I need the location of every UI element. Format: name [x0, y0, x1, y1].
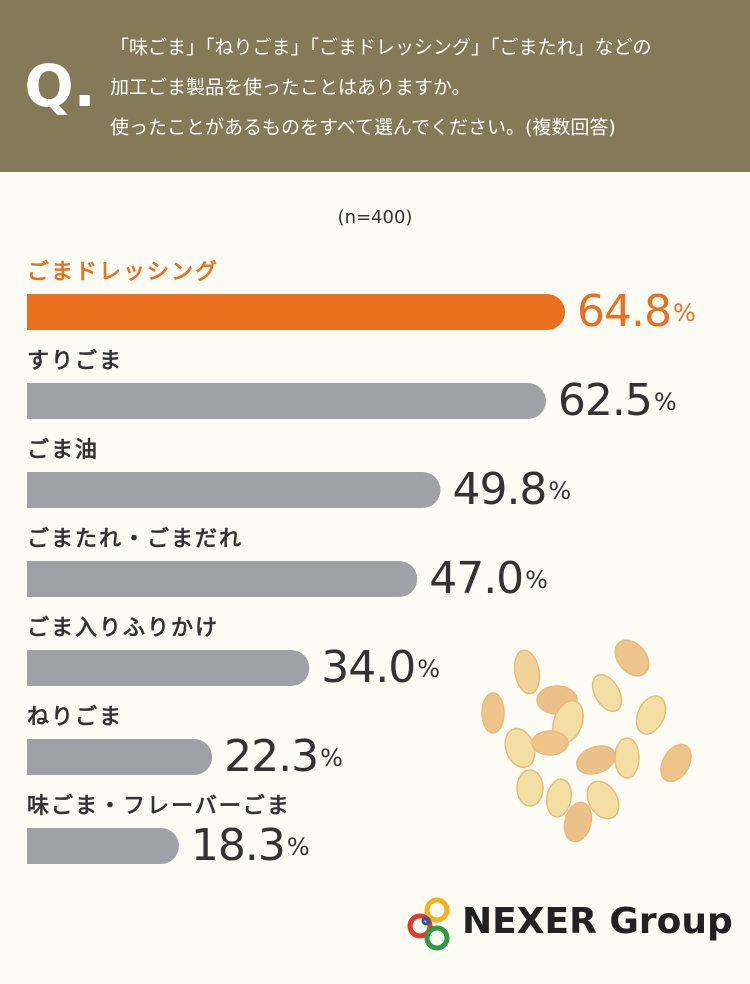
bar — [27, 828, 179, 864]
value-unit: % — [417, 655, 439, 683]
value-label: 18.3% — [191, 820, 309, 871]
value-label: 64.8% — [577, 286, 695, 337]
value-number: 62.5 — [558, 375, 652, 426]
value-label: 22.3% — [224, 731, 342, 782]
category-label: ごまドレッシング — [27, 259, 219, 285]
category-label: ごま入りふりかけ — [27, 615, 219, 641]
bar — [27, 472, 441, 508]
question-line: 加工ごま製品を使ったことはありますか。 — [110, 77, 471, 99]
value-number: 49.8 — [452, 464, 546, 515]
value-number: 22.3 — [224, 731, 318, 782]
value-unit: % — [525, 566, 547, 594]
value-unit: % — [548, 477, 570, 505]
category-label: 味ごま・フレーバーごま — [27, 793, 291, 819]
logo-mark — [407, 897, 450, 951]
bar — [27, 739, 213, 775]
value-unit: % — [287, 833, 309, 861]
value-unit: % — [673, 299, 695, 327]
value-unit: % — [654, 388, 676, 416]
value-label: 62.5% — [558, 375, 676, 426]
header-band — [0, 0, 750, 172]
sesame-decoration — [481, 639, 692, 843]
logo-text: NEXER Group — [462, 901, 733, 942]
category-label: ねりごま — [27, 704, 123, 730]
value-number: 18.3 — [191, 820, 285, 871]
value-label: 47.0% — [429, 553, 547, 604]
category-label: ごま油 — [27, 437, 99, 463]
value-unit: % — [320, 744, 342, 772]
bar — [27, 383, 546, 419]
sample-size: (n=400) — [338, 207, 413, 228]
category-label: ごまたれ・ごまだれ — [27, 526, 243, 552]
value-number: 64.8 — [577, 286, 671, 337]
value-label: 34.0% — [321, 642, 439, 693]
question-mark: Q. — [24, 52, 95, 120]
question-line: 使ったことがあるものをすべて選んでください。(複数回答) — [110, 117, 616, 139]
value-number: 47.0 — [429, 553, 523, 604]
category-label: すりごま — [27, 348, 123, 374]
value-number: 34.0 — [321, 642, 415, 693]
bar — [27, 650, 310, 686]
question-line: 「味ごま」「ねりごま」「ごまドレッシング」「ごまたれ」などの — [110, 37, 652, 59]
bar — [27, 294, 565, 330]
bar — [27, 561, 418, 597]
value-label: 49.8% — [452, 464, 570, 515]
